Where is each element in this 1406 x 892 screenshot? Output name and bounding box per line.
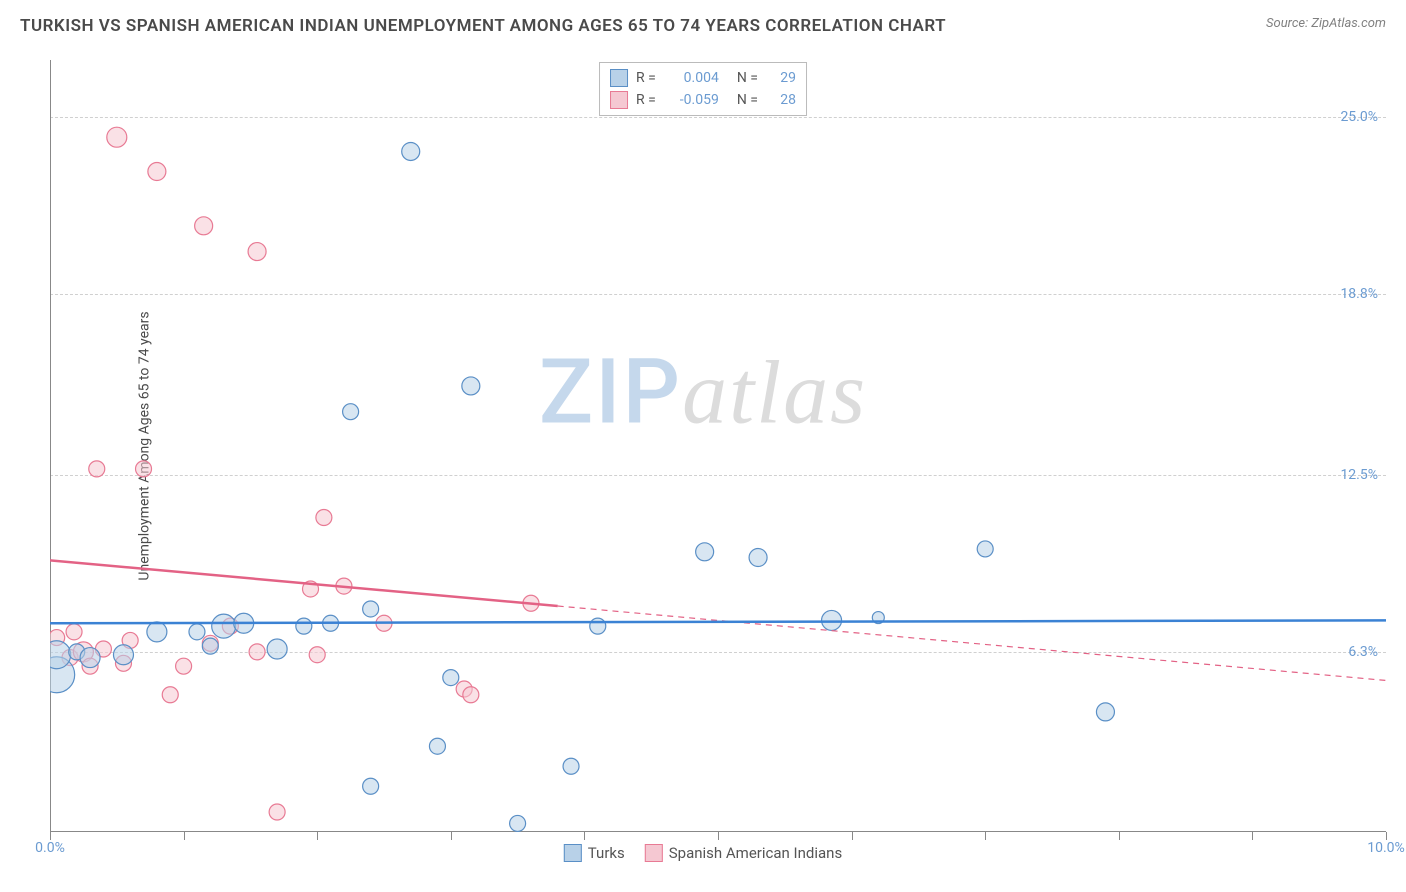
- n-label: N =: [737, 92, 758, 108]
- x-tick: [1252, 832, 1253, 840]
- source-attribution: Source: ZipAtlas.com: [1266, 16, 1386, 31]
- chart-plot-area: [50, 60, 1386, 832]
- x-tick: [1386, 832, 1387, 840]
- n-value: 28: [766, 92, 796, 108]
- legend-swatch: [610, 91, 628, 109]
- legend-swatch: [610, 69, 628, 87]
- r-value: -0.059: [664, 92, 719, 108]
- x-tick: [50, 832, 51, 840]
- r-label: R =: [636, 70, 656, 86]
- x-tick-label: 10.0%: [1367, 840, 1405, 856]
- x-tick: [1119, 832, 1120, 840]
- x-tick: [584, 832, 585, 840]
- x-tick: [184, 832, 185, 840]
- legend-series-label: Turks: [588, 844, 625, 862]
- x-tick-label: 0.0%: [35, 840, 65, 856]
- correlation-legend: R = 0.004 N = 29 R = -0.059 N = 28: [599, 62, 807, 116]
- x-tick: [852, 832, 853, 840]
- x-tick: [451, 832, 452, 840]
- r-value: 0.004: [664, 70, 719, 86]
- series-legend: Turks Spanish American Indians: [564, 844, 842, 862]
- legend-series-label: Spanish American Indians: [669, 844, 842, 862]
- x-tick: [718, 832, 719, 840]
- legend-swatch: [645, 844, 663, 862]
- x-tick: [985, 832, 986, 840]
- legend-correlation-row: R = -0.059 N = 28: [610, 89, 796, 111]
- legend-series-item: Spanish American Indians: [645, 844, 842, 862]
- n-value: 29: [766, 70, 796, 86]
- r-label: R =: [636, 92, 656, 108]
- x-tick: [317, 832, 318, 840]
- legend-series-item: Turks: [564, 844, 625, 862]
- n-label: N =: [737, 70, 758, 86]
- chart-title: TURKISH VS SPANISH AMERICAN INDIAN UNEMP…: [20, 16, 946, 36]
- legend-swatch: [564, 844, 582, 862]
- legend-correlation-row: R = 0.004 N = 29: [610, 67, 796, 89]
